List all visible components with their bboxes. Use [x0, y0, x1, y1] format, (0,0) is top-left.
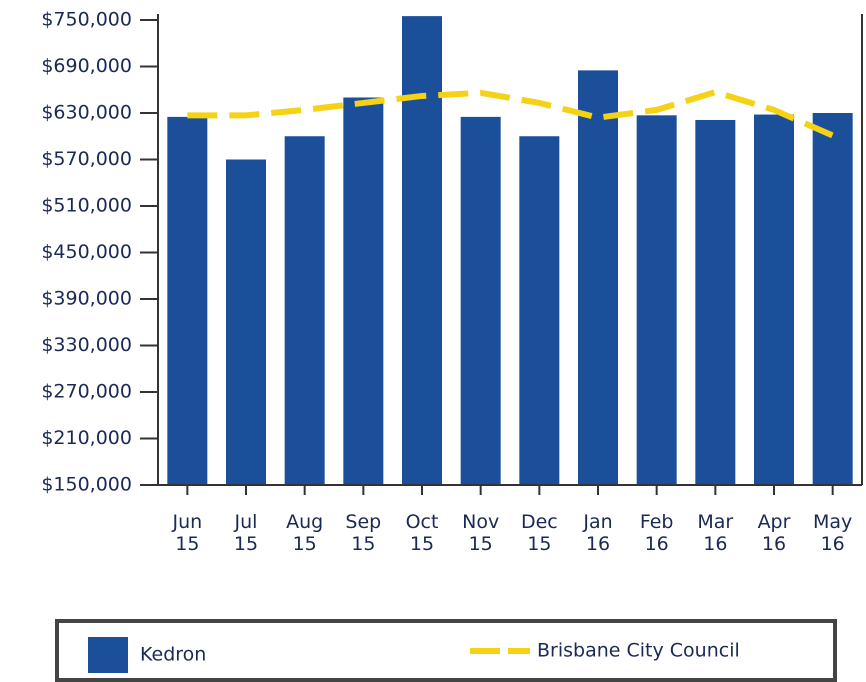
y-tick-label: $450,000 [41, 241, 132, 263]
bar [167, 116, 208, 485]
y-tick-label: $510,000 [41, 195, 132, 217]
y-tick-label: $570,000 [41, 148, 132, 170]
y-tick-label: $390,000 [41, 288, 132, 310]
y-tick-label: $330,000 [41, 334, 132, 356]
bar [695, 119, 736, 485]
x-tick-label: Jan 16 [582, 511, 612, 555]
x-tick-label: Apr 16 [758, 511, 791, 555]
bar [402, 16, 442, 485]
y-tick-label: $750,000 [41, 9, 132, 31]
y-tick-label: $210,000 [41, 427, 132, 449]
y-tick-label: $270,000 [41, 381, 132, 403]
legend-swatch [88, 637, 128, 673]
y-tick-label: $150,000 [41, 474, 132, 496]
x-tick-label: Nov 15 [462, 511, 499, 555]
x-tick-label: May 16 [813, 511, 852, 555]
x-tick-label: Dec 15 [521, 511, 558, 555]
x-tick-label: Jun 15 [171, 511, 202, 555]
bar [343, 97, 384, 485]
x-tick-label: Aug 15 [286, 511, 323, 555]
legend-label: Kedron [140, 644, 206, 666]
line [187, 88, 834, 139]
y-tick-label: $630,000 [41, 102, 132, 124]
x-tick-label: Oct 15 [406, 511, 439, 555]
x-tick-label: Sep 15 [345, 511, 381, 555]
y-tick-label: $690,000 [41, 55, 132, 77]
bar [226, 159, 266, 485]
bar [578, 70, 618, 485]
legend-box [55, 619, 837, 682]
bar [754, 114, 794, 486]
x-tick-label: Feb 16 [640, 511, 674, 555]
x-tick-label: Jul 15 [234, 511, 259, 555]
bar [284, 136, 325, 485]
bar [812, 113, 853, 485]
bar [519, 136, 560, 485]
bar [636, 115, 677, 485]
x-tick-label: Mar 16 [697, 511, 733, 555]
legend-label: Brisbane City Council [537, 640, 740, 662]
bar [460, 116, 501, 485]
